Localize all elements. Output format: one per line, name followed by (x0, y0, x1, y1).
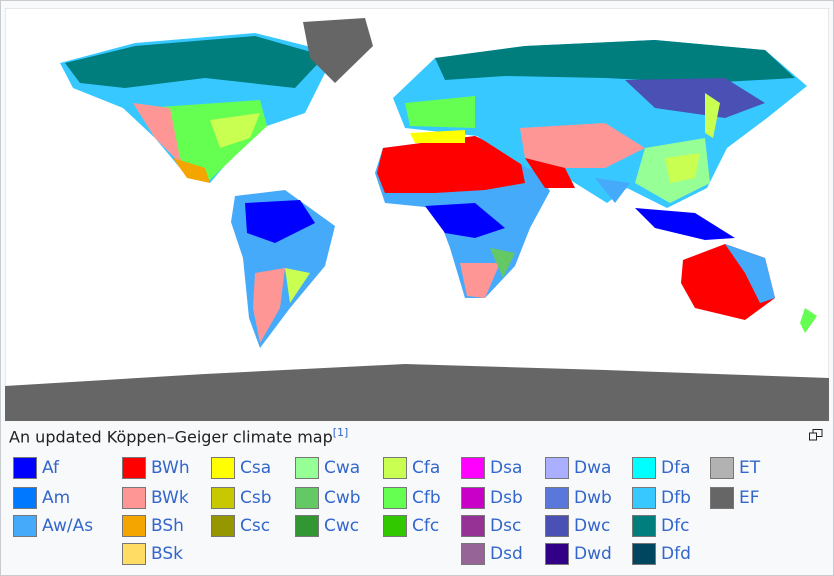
legend-label[interactable]: Dsa (490, 458, 523, 478)
legend-item: Af (13, 456, 59, 480)
legend-swatch (122, 457, 146, 479)
legend-swatch (295, 457, 319, 479)
legend-label[interactable]: Af (42, 458, 60, 478)
legend-swatch (295, 515, 319, 537)
legend-label[interactable]: Csa (240, 458, 272, 478)
legend-item: Csc (211, 514, 270, 538)
legend-label[interactable]: Dwb (574, 488, 612, 508)
legend-item: Dsc (461, 514, 521, 538)
legend-item: Cwc (295, 514, 359, 538)
legend-label[interactable]: Aw/As (42, 516, 94, 536)
legend-swatch (211, 457, 235, 479)
legend-label[interactable]: Dfc (661, 516, 690, 536)
legend-item: Dfc (632, 514, 689, 538)
legend-label[interactable]: Cwc (324, 516, 360, 536)
legend-swatch (710, 457, 734, 479)
legend-swatch (545, 543, 569, 565)
legend-label[interactable]: BSh (151, 516, 184, 536)
legend-item: Cwb (295, 486, 361, 510)
legend-swatch (632, 457, 656, 479)
legend-item: BSh (122, 514, 184, 538)
legend-item: Dsb (461, 486, 523, 510)
legend-label[interactable]: Cwb (324, 488, 361, 508)
legend-label[interactable]: Dwa (574, 458, 612, 478)
legend-swatch (545, 487, 569, 509)
legend-label[interactable]: Dsb (490, 488, 523, 508)
legend-item: ET (710, 456, 760, 480)
legend-swatch (710, 487, 734, 509)
legend-swatch (122, 487, 146, 509)
legend-swatch (211, 487, 235, 509)
legend-swatch (461, 543, 485, 565)
legend-swatch (632, 543, 656, 565)
enlarge-icon[interactable] (809, 429, 823, 441)
legend-item: Csa (211, 456, 271, 480)
legend-item: BWh (122, 456, 190, 480)
legend-swatch (122, 515, 146, 537)
legend-swatch (545, 457, 569, 479)
legend-label[interactable]: Dwd (574, 544, 612, 564)
legend-swatch (383, 515, 407, 537)
climate-map[interactable] (5, 8, 829, 421)
caption: An updated Köppen–Geiger climate map[1] (9, 426, 348, 446)
legend-item: Dsa (461, 456, 522, 480)
legend-label[interactable]: Cfc (412, 516, 440, 536)
legend-label[interactable]: Dsd (490, 544, 523, 564)
legend-item: BWk (122, 486, 189, 510)
legend-item: Dfa (632, 456, 691, 480)
legend-swatch (13, 457, 37, 479)
legend-label[interactable]: Csc (240, 516, 271, 536)
legend-label[interactable]: Cfb (412, 488, 441, 508)
legend-label[interactable]: Am (42, 488, 71, 508)
legend-item: Cfc (383, 514, 439, 538)
legend-swatch (461, 487, 485, 509)
legend-label[interactable]: Dsc (490, 516, 522, 536)
legend-swatch (632, 515, 656, 537)
legend-item: BSk (122, 542, 183, 566)
legend-swatch (383, 457, 407, 479)
legend-item: Dwc (545, 514, 610, 538)
legend-item: Dsd (461, 542, 523, 566)
legend-label[interactable]: Cfa (412, 458, 441, 478)
legend-label[interactable]: Dwc (574, 516, 611, 536)
legend-item: Cfa (383, 456, 440, 480)
legend-label[interactable]: ET (739, 458, 761, 478)
legend-item: Dwa (545, 456, 611, 480)
legend-swatch (13, 515, 37, 537)
legend-swatch (632, 487, 656, 509)
legend-item: Cfb (383, 486, 441, 510)
legend-swatch (122, 543, 146, 565)
legend-label[interactable]: Dfd (661, 544, 691, 564)
caption-text: An updated Köppen–Geiger climate map (9, 427, 333, 447)
legend-item: Dfd (632, 542, 691, 566)
legend-item: Cwa (295, 456, 360, 480)
legend-label[interactable]: BWh (151, 458, 190, 478)
legend-item: Aw/As (13, 514, 93, 538)
legend-swatch (295, 487, 319, 509)
legend-label[interactable]: BSk (151, 544, 183, 564)
legend-swatch (211, 515, 235, 537)
legend-swatch (461, 457, 485, 479)
legend-swatch (545, 515, 569, 537)
legend-swatch (13, 487, 37, 509)
legend-item: Dwb (545, 486, 612, 510)
legend-item: Dwd (545, 542, 612, 566)
legend-label[interactable]: Cwa (324, 458, 361, 478)
legend-item: Am (13, 486, 70, 510)
legend-item: Csb (211, 486, 272, 510)
legend-label[interactable]: Csb (240, 488, 272, 508)
legend-swatch (383, 487, 407, 509)
legend-item: Dfb (632, 486, 691, 510)
legend-item: EF (710, 486, 760, 510)
legend-label[interactable]: EF (739, 488, 760, 508)
legend-label[interactable]: Dfa (661, 458, 691, 478)
legend-label[interactable]: Dfb (661, 488, 691, 508)
legend-label[interactable]: BWk (151, 488, 189, 508)
reference-link[interactable]: [1] (332, 426, 349, 439)
legend-swatch (461, 515, 485, 537)
